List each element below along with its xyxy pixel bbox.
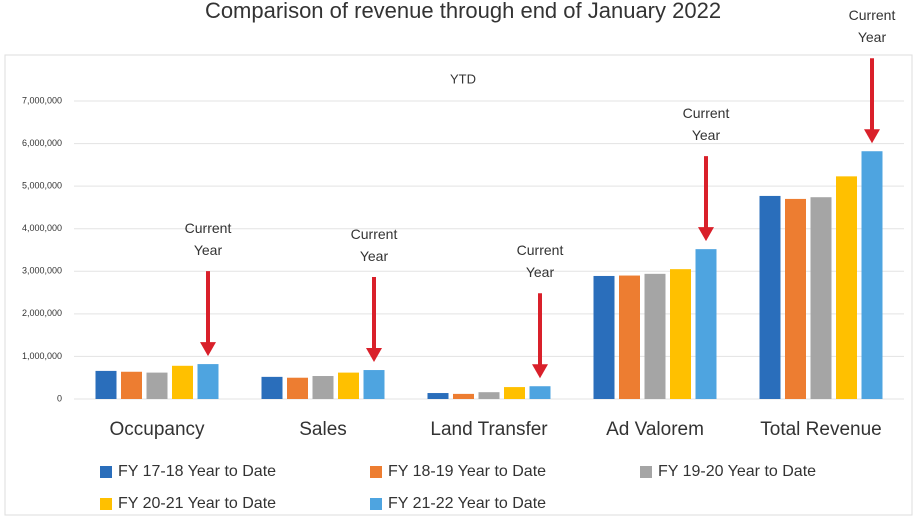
annotation: Current Year (848, 7, 896, 46)
bar (261, 376, 283, 399)
legend-label: FY 18-19 Year to Date (388, 463, 546, 480)
x-tick-label: Occupancy (109, 419, 205, 440)
bar (619, 275, 640, 399)
x-tick-label: Sales (299, 419, 347, 440)
chart-title: Comparison of revenue through end of Jan… (205, 0, 721, 23)
bar (478, 392, 500, 399)
bar (836, 176, 857, 399)
bar (146, 372, 168, 399)
plot-frame (4, 54, 913, 516)
legend-label: FY 19-20 Year to Date (658, 463, 816, 480)
bar (363, 370, 385, 399)
bar (759, 195, 781, 399)
bar (644, 273, 666, 399)
bar (453, 393, 474, 399)
y-tick-label: 2,000,000 (22, 308, 62, 318)
x-tick-label: Ad Valorem (606, 419, 704, 440)
bar (338, 372, 359, 399)
legend-swatch (640, 466, 652, 478)
bar (427, 393, 449, 399)
arrow-head (698, 227, 714, 242)
legend-label: FY 17-18 Year to Date (118, 463, 276, 480)
y-tick-label: 4,000,000 (22, 223, 62, 233)
bar (504, 387, 525, 399)
bar (670, 269, 691, 399)
x-tick-label: Land Transfer (430, 419, 548, 440)
y-tick-label: 5,000,000 (22, 181, 62, 191)
annotation: Current Year (682, 105, 730, 144)
bar (529, 386, 551, 399)
annotation: Current Year (516, 242, 564, 281)
bar (172, 365, 193, 399)
legend-label: FY 21-22 Year to Date (388, 495, 546, 512)
x-tick-label: Total Revenue (760, 419, 881, 440)
bar (810, 197, 832, 399)
bar (593, 275, 615, 399)
bar (197, 364, 219, 399)
bar (287, 377, 308, 399)
arrow-head (366, 348, 382, 363)
bar (861, 151, 883, 399)
bar (785, 198, 806, 399)
arrow-head (532, 364, 548, 379)
legend-label: FY 20-21 Year to Date (118, 495, 276, 512)
arrow-head (200, 342, 216, 357)
y-tick-label: 0 (57, 393, 62, 403)
y-tick-label: 7,000,000 (22, 95, 62, 105)
bar (695, 249, 717, 399)
legend-swatch (100, 466, 112, 478)
bar (95, 370, 117, 399)
annotation: Current Year (350, 226, 398, 265)
legend-swatch (370, 498, 382, 510)
y-tick-label: 3,000,000 (22, 266, 62, 276)
legend-swatch (370, 466, 382, 478)
bar (312, 376, 334, 399)
y-tick-label: 1,000,000 (22, 351, 62, 361)
bar (121, 371, 142, 399)
y-tick-label: 6,000,000 (22, 138, 62, 148)
annotation: Current Year (184, 220, 232, 259)
chart-subtitle: YTD (450, 71, 476, 86)
arrow-head (864, 129, 880, 144)
legend-swatch (100, 498, 112, 510)
